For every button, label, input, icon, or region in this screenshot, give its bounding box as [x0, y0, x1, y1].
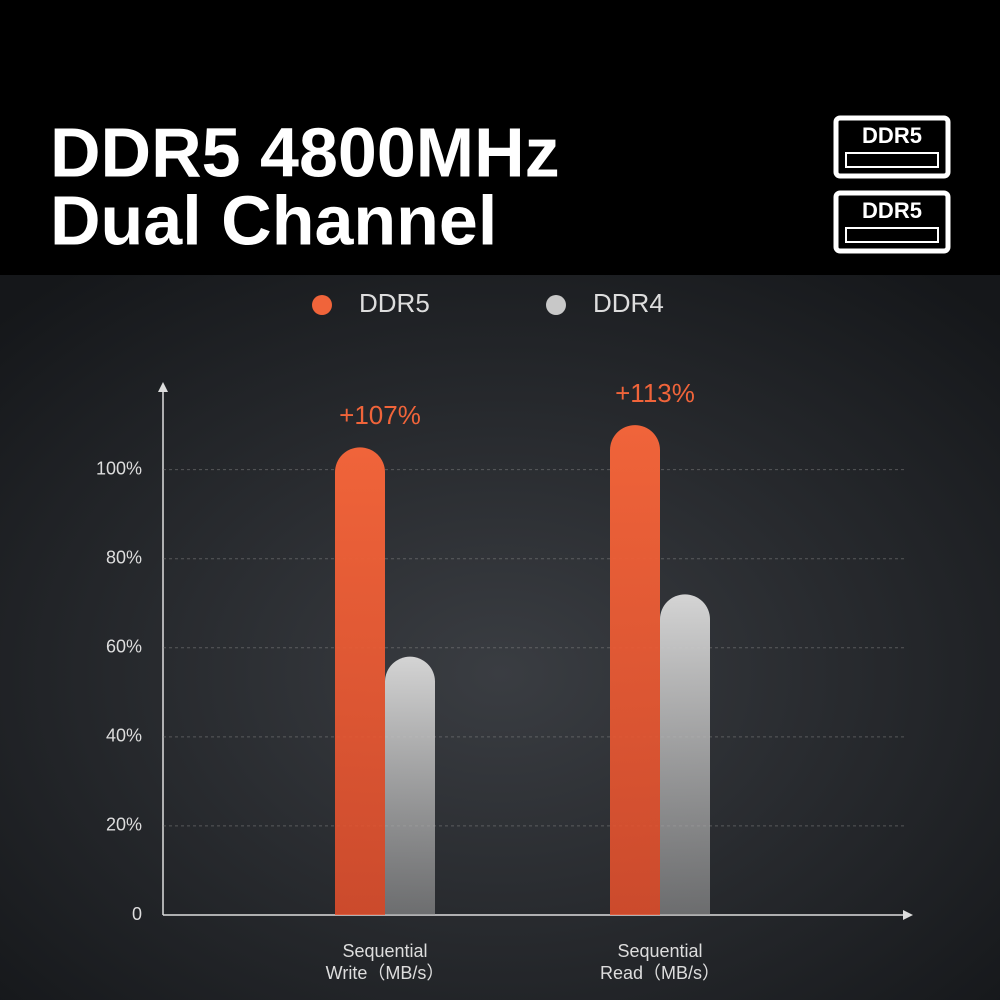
badge-label: DDR5 [862, 198, 922, 223]
badge: DDR5 [833, 115, 951, 179]
y-tick-label: 0 [132, 904, 142, 924]
y-arrow [158, 382, 168, 392]
y-tick-label: 20% [106, 815, 142, 835]
bar [610, 425, 660, 915]
x-tick-label: Sequential Read（MB/s） [599, 941, 721, 983]
y-tick-label: 40% [106, 726, 142, 746]
legend-marker [312, 295, 332, 315]
x-tick-label-box: Sequential Read（MB/s） [599, 941, 721, 983]
title-line: Dual Channel [50, 181, 497, 259]
badge: DDR5 [833, 190, 951, 254]
legend-label: DDR4 [593, 288, 664, 318]
legend-label: DDR5 [359, 288, 430, 318]
bar [660, 594, 710, 915]
background [0, 275, 1000, 1000]
y-tick-label: 60% [106, 637, 142, 657]
y-tick-label: 80% [106, 547, 142, 567]
annotation: +107% [339, 400, 421, 430]
x-tick-label-box: Sequential Write（MB/s） [325, 941, 445, 983]
y-tick-label: 100% [96, 458, 142, 478]
header [0, 0, 1000, 275]
legend-marker [546, 295, 566, 315]
bar [335, 447, 385, 915]
x-arrow [903, 910, 913, 920]
bar [385, 656, 435, 915]
badge-label: DDR5 [862, 123, 922, 148]
x-tick-label: Sequential Write（MB/s） [325, 941, 445, 983]
title-line: DDR5 4800MHz [50, 113, 560, 191]
annotation: +113% [615, 378, 695, 408]
